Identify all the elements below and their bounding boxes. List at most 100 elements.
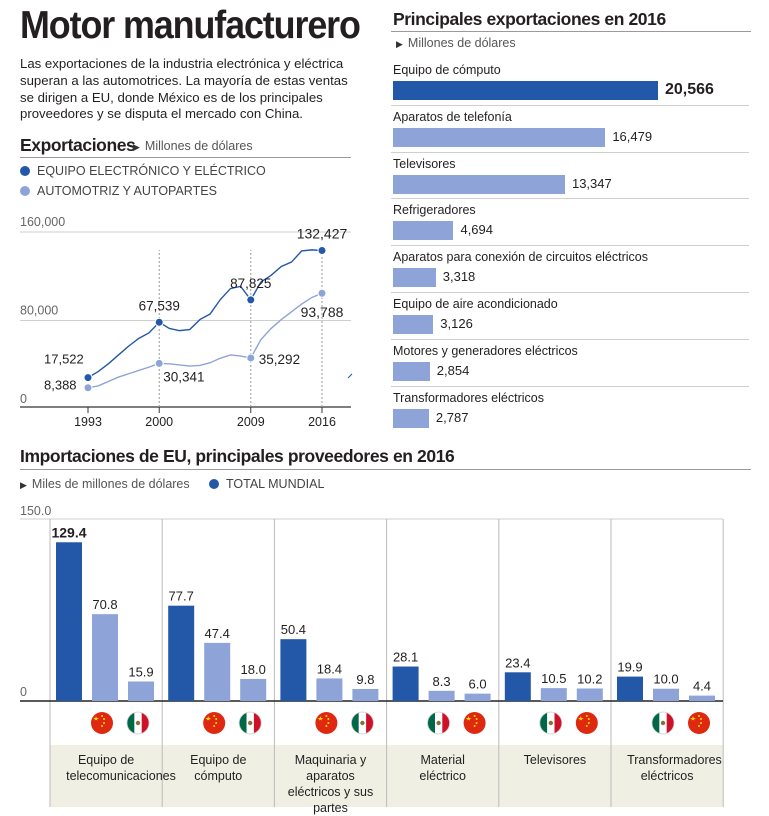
hbar-category-label: Equipo de aire acondicionado (393, 297, 558, 311)
import-chart: 150.0 0 129.4 70.8 15.9 77.7 47.4 18.0 50.4 18.4… (20, 504, 724, 807)
flag-small-star (475, 722, 478, 724)
flag-small-star (325, 725, 328, 727)
hbar-value-label: 20,566 (665, 81, 714, 98)
flag-red (253, 712, 262, 734)
flag-outline (238, 711, 262, 735)
flag-small-star (215, 722, 218, 724)
hbar-category-label: Equipo de cómputo (393, 63, 501, 77)
hbar-separator (391, 151, 749, 153)
flag-small-star (700, 722, 702, 724)
flag-star (205, 716, 212, 721)
import-value-label: 10.2 (577, 671, 602, 686)
flag-emblem (248, 720, 253, 726)
hbar-bar (393, 174, 565, 194)
data-label: 35,292 (259, 352, 300, 367)
hbar-bar (393, 315, 434, 334)
import-bar (653, 688, 679, 701)
flag-green (652, 712, 660, 734)
hbar-category-label: Refrigeradores (393, 203, 476, 218)
data-label: 8,388 (44, 378, 77, 393)
china-flag-icon (688, 712, 710, 734)
hbar-separator (391, 104, 749, 106)
import-value-label: 70.8 (92, 597, 117, 612)
import-bar (56, 542, 82, 701)
flag-stripes (427, 712, 450, 734)
flag-emblem (135, 720, 141, 726)
y-tick-label: 160,000 (20, 215, 65, 229)
hbar-bar (393, 221, 454, 241)
import-legend-total: TOTAL MUNDIAL (209, 477, 324, 491)
mexico-flag-icon (350, 711, 374, 735)
hbar-bar (393, 268, 436, 288)
flag-small-star (698, 725, 700, 727)
hbar-chart-unit: ▶ Millones de dólares (396, 36, 516, 50)
hbar-separator (391, 245, 749, 247)
hbar-separator (391, 385, 749, 387)
flag-outline (126, 711, 150, 735)
flag-outline (539, 711, 563, 735)
line-chart: 160,000 80,000 0 1993 2000 2009 2016 17,522 67,… (20, 215, 353, 429)
hbar-chart-unit-text: Millones de dólares (407, 36, 516, 50)
import-bar (316, 678, 343, 701)
line-chart-divider (20, 157, 351, 158)
flag-small-star (213, 715, 216, 717)
import-value-label: 4.4 (693, 679, 711, 694)
flag-green (539, 712, 548, 734)
import-bar (689, 695, 715, 701)
hbar-bar (393, 408, 429, 428)
flag-stripes (239, 712, 262, 734)
import-chart-title: Importaciones de EU, principales proveed… (20, 446, 455, 466)
flag-small-star (587, 722, 590, 724)
import-bar (540, 688, 567, 701)
flag-red (554, 712, 562, 734)
mexico-flag-icon (651, 711, 675, 735)
hbar-value-label: 16,479 (612, 128, 653, 144)
mexico-flag-icon (126, 711, 150, 735)
hbar-value-label: 13,347 (571, 175, 612, 191)
data-point-marker (154, 358, 164, 368)
data-point-marker (317, 246, 327, 256)
x-tick-label: 1993 (74, 415, 102, 429)
data-label: 87,825 (230, 276, 271, 291)
triangle-icon: ▶ (133, 142, 140, 152)
import-value-label: 9.8 (356, 672, 374, 687)
flag-small-star (101, 725, 103, 727)
flag-emblem (436, 720, 441, 726)
hbar-value-label: 2,787 (435, 409, 469, 425)
mexico-flag-icon (238, 711, 262, 735)
flag-small-star (587, 718, 590, 720)
data-label: 17,522 (44, 352, 84, 367)
flag-emblem (548, 720, 553, 726)
china-flag-icon (315, 712, 338, 734)
hbar-category-label: Motores y generadores eléctricos (393, 343, 578, 358)
import-value-label: 23.4 (505, 655, 530, 670)
import-chart-divider (20, 469, 751, 470)
data-label: 67,539 (139, 298, 180, 313)
import-chart-unit: ▶ Miles de millones de dólares (20, 477, 190, 491)
import-bar (428, 690, 455, 701)
data-label: 132,427 (297, 226, 348, 242)
data-point-marker (83, 383, 93, 393)
flag-emblem (660, 720, 666, 726)
data-point-marker (317, 288, 327, 298)
hbar-chart-title: Principales exportaciones en 2016 (393, 9, 666, 29)
flag-small-star (101, 715, 103, 717)
import-bar (280, 639, 307, 701)
flag-small-star (473, 715, 476, 717)
flag-red (141, 712, 149, 734)
china-flag-icon (463, 712, 486, 734)
flag-green (127, 712, 135, 734)
flag-small-star (103, 722, 105, 724)
data-label: 30,341 (163, 369, 204, 384)
x-tick-label: 2016 (308, 415, 336, 429)
line-legend-auto-label: AUTOMOTRIZ Y AUTOPARTES (37, 184, 217, 198)
import-category-label: Televisores (523, 753, 587, 767)
y-tick-label: 0 (20, 685, 27, 699)
flag-star (317, 716, 324, 721)
flag-small-star (700, 718, 702, 720)
import-category-label: Equipo de telecomunicaciones (66, 753, 176, 783)
flag-small-star (327, 722, 330, 724)
line-legend-item-auto: AUTOMOTRIZ Y AUTOPARTES (20, 184, 217, 198)
flag-red (366, 712, 374, 734)
flag-outline (651, 711, 675, 735)
